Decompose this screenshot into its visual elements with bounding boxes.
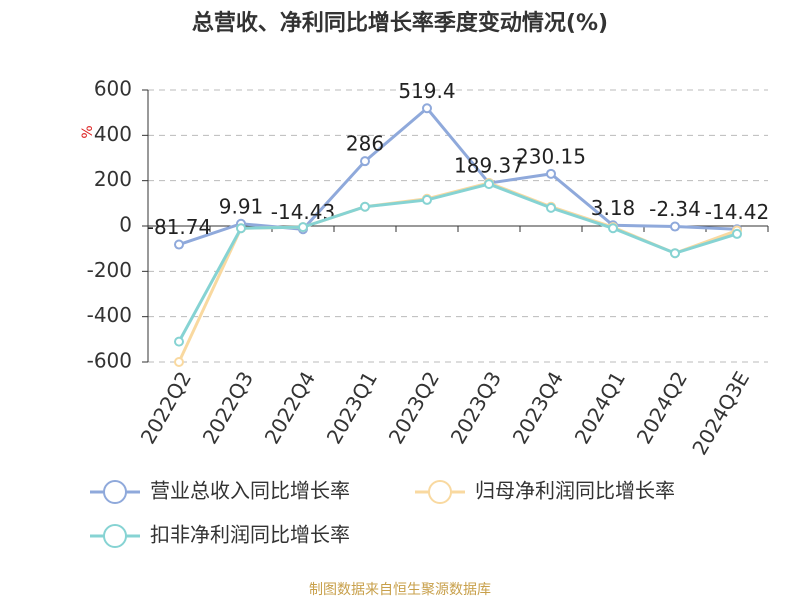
data-point <box>236 223 246 234</box>
y-tick-label: -600 <box>87 349 132 373</box>
data-point <box>670 248 680 259</box>
x-tick-label: 2023Q3 <box>446 367 506 448</box>
data-point <box>422 103 432 114</box>
data-point <box>360 201 370 212</box>
data-label: 189.37 <box>454 154 524 178</box>
data-label: -14.42 <box>705 200 769 224</box>
source-note: 制图数据来自恒生聚源数据库 <box>309 582 491 598</box>
data-point <box>174 239 184 250</box>
legend-label: 营业总收入同比增长率 <box>150 479 350 503</box>
legend-marker <box>103 480 127 504</box>
data-label: 3.18 <box>591 196 636 220</box>
data-point <box>174 357 184 367</box>
y-tick-label: 600 <box>94 77 132 101</box>
data-label: 286 <box>346 132 384 156</box>
chart-title: 总营收、净利同比增长率季度变动情况(%) <box>192 10 608 36</box>
data-point <box>732 228 742 239</box>
legend-label: 归母净利润同比增长率 <box>475 479 675 503</box>
x-tick-label: 2024Q1 <box>570 367 630 448</box>
data-label: 9.91 <box>219 194 264 218</box>
data-point <box>608 223 618 234</box>
y-axis-label: % <box>80 125 96 138</box>
x-tick-label: 2024Q2 <box>632 367 692 448</box>
data-label: 519.4 <box>398 79 455 103</box>
legend-marker <box>428 480 452 504</box>
data-label: -2.34 <box>649 197 701 221</box>
legend-label: 扣非净利润同比增长率 <box>150 523 350 547</box>
x-tick-label: 2024Q3E <box>687 367 754 459</box>
data-label: -81.74 <box>147 215 211 239</box>
data-point <box>484 179 494 190</box>
x-tick-label: 2022Q2 <box>136 367 196 448</box>
y-tick-label: -400 <box>87 303 132 327</box>
x-tick-label: 2022Q4 <box>260 367 320 448</box>
y-tick-label: -200 <box>87 258 132 282</box>
data-point <box>422 194 432 205</box>
data-point <box>670 221 680 232</box>
y-tick-label: 0 <box>119 213 132 237</box>
x-tick-label: 2023Q4 <box>508 367 568 448</box>
x-tick-label: 2022Q3 <box>198 367 258 448</box>
x-tick-label: 2023Q2 <box>384 367 444 448</box>
data-point <box>546 168 556 179</box>
legend-marker <box>103 524 127 548</box>
data-point <box>174 336 184 347</box>
y-tick-label: 400 <box>94 122 132 146</box>
y-tick-label: 200 <box>94 167 132 191</box>
series-line <box>177 182 738 343</box>
x-tick-label: 2023Q1 <box>322 367 382 448</box>
data-point <box>298 222 308 233</box>
data-point <box>360 156 370 167</box>
data-point <box>546 202 556 213</box>
data-label: 230.15 <box>516 144 586 168</box>
